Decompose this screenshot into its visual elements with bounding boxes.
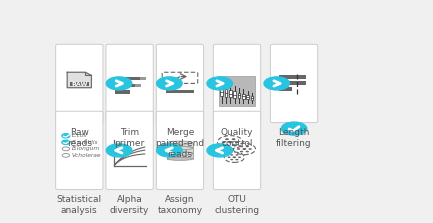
FancyBboxPatch shape <box>213 44 261 123</box>
Circle shape <box>233 156 236 158</box>
Circle shape <box>222 141 226 143</box>
Bar <box>167 143 193 148</box>
Bar <box>219 76 255 106</box>
Circle shape <box>230 154 233 156</box>
Circle shape <box>240 146 243 147</box>
Bar <box>220 88 223 96</box>
Circle shape <box>62 140 70 144</box>
Text: Quality
control: Quality control <box>221 128 253 148</box>
FancyBboxPatch shape <box>156 44 204 123</box>
FancyBboxPatch shape <box>270 44 318 123</box>
Text: B.subtilis: B.subtilis <box>71 140 98 145</box>
Text: RAW: RAW <box>71 82 87 87</box>
Bar <box>251 96 253 100</box>
Bar <box>238 93 240 98</box>
FancyBboxPatch shape <box>55 111 103 190</box>
Bar <box>233 91 236 98</box>
Circle shape <box>246 151 249 152</box>
Text: Raw
reads: Raw reads <box>67 128 92 148</box>
Circle shape <box>249 148 252 150</box>
Text: Vcholerae: Vcholerae <box>71 153 101 158</box>
Ellipse shape <box>167 141 193 144</box>
Circle shape <box>107 77 132 90</box>
FancyBboxPatch shape <box>156 111 204 190</box>
Circle shape <box>225 138 229 140</box>
Ellipse shape <box>167 157 193 160</box>
FancyBboxPatch shape <box>213 111 261 190</box>
Circle shape <box>225 144 229 146</box>
Circle shape <box>240 151 243 152</box>
Ellipse shape <box>167 146 193 149</box>
Circle shape <box>264 77 290 90</box>
Text: B.longum: B.longum <box>71 146 100 151</box>
Bar <box>167 148 193 153</box>
Bar <box>246 95 249 99</box>
Bar <box>114 90 129 94</box>
Text: OTU
clustering: OTU clustering <box>214 195 259 215</box>
Circle shape <box>157 144 182 157</box>
Bar <box>114 77 140 80</box>
Circle shape <box>237 148 240 150</box>
Circle shape <box>228 141 233 143</box>
Bar <box>242 94 245 99</box>
Circle shape <box>238 157 241 158</box>
Bar <box>279 87 292 91</box>
Circle shape <box>107 144 132 157</box>
Text: Merge
paired-end
reads: Merge paired-end reads <box>155 128 204 159</box>
Bar <box>279 75 306 79</box>
Bar <box>166 90 194 93</box>
FancyBboxPatch shape <box>106 44 153 123</box>
Circle shape <box>246 146 249 147</box>
Bar <box>135 84 141 87</box>
Text: Trim
primer: Trim primer <box>114 128 145 148</box>
FancyBboxPatch shape <box>55 44 103 123</box>
Circle shape <box>62 134 70 138</box>
Circle shape <box>207 77 233 90</box>
Circle shape <box>242 148 246 150</box>
Circle shape <box>157 77 182 90</box>
Text: Alpha
diversity: Alpha diversity <box>110 195 149 215</box>
Circle shape <box>281 122 307 135</box>
Ellipse shape <box>167 152 193 155</box>
Bar <box>70 82 89 86</box>
Circle shape <box>235 141 239 143</box>
Circle shape <box>228 157 231 158</box>
Bar <box>114 84 135 87</box>
Bar <box>229 90 232 97</box>
Ellipse shape <box>167 152 193 155</box>
Circle shape <box>236 159 239 160</box>
Text: Length
filtering: Length filtering <box>276 128 312 148</box>
Bar <box>279 81 306 85</box>
Circle shape <box>230 159 233 160</box>
Polygon shape <box>67 72 91 88</box>
Text: Assign
taxonomy: Assign taxonomy <box>158 195 203 215</box>
Circle shape <box>232 144 236 146</box>
Bar <box>167 154 193 159</box>
Ellipse shape <box>167 147 193 150</box>
Text: Statistical
analysis: Statistical analysis <box>57 195 102 215</box>
FancyBboxPatch shape <box>106 111 153 190</box>
Bar <box>225 89 227 97</box>
Circle shape <box>236 154 239 156</box>
Circle shape <box>207 144 233 157</box>
Circle shape <box>232 138 236 140</box>
Bar <box>140 77 146 80</box>
Text: E.coli: E.coli <box>71 133 87 138</box>
